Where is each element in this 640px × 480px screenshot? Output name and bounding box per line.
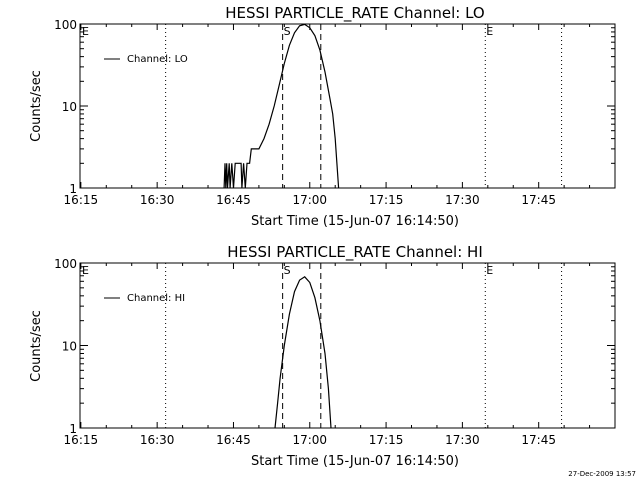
hi-plot-frame bbox=[79, 262, 616, 429]
lo-x-tick-label: 17:30 bbox=[445, 193, 480, 207]
hi-y-tick-label: 1 bbox=[69, 422, 77, 436]
lo-corner-marker: E bbox=[82, 25, 89, 38]
lo-x-tick-label: 17:45 bbox=[521, 193, 556, 207]
hi-series bbox=[274, 276, 332, 429]
hi-x-tick-label: 17:30 bbox=[445, 433, 480, 447]
lo-x-axis-label: Start Time (15-Jun-07 16:14:50) bbox=[251, 214, 459, 229]
hi-x-tick-label: 17:15 bbox=[369, 433, 404, 447]
lo-chart-title: HESSI PARTICLE_RATE Channel: LO bbox=[225, 4, 484, 23]
hi-event-marker: S bbox=[284, 264, 291, 277]
lo-x-tick-label: 17:00 bbox=[292, 193, 327, 207]
hi-x-tick-label: 17:00 bbox=[292, 433, 327, 447]
lo-event-marker: S bbox=[284, 25, 291, 38]
lo-y-axis-label: Counts/sec bbox=[29, 70, 44, 142]
hi-chart-title: HESSI PARTICLE_RATE Channel: HI bbox=[227, 243, 483, 262]
hi-legend-label: Channel: HI bbox=[127, 293, 185, 304]
lo-series-line bbox=[223, 23, 340, 189]
hi-y-axis-label: Counts/sec bbox=[29, 310, 44, 382]
lo-x-tick-label: 17:15 bbox=[369, 193, 404, 207]
lo-panel: HESSI PARTICLE_RATE Channel: LO 16:15 16:… bbox=[29, 4, 616, 229]
plot-timestamp: 27-Dec-2009 13:57 bbox=[568, 470, 636, 478]
lo-series bbox=[223, 23, 340, 189]
lo-legend-label: Channel: LO bbox=[127, 54, 188, 65]
hi-axes: 16:15 16:30 16:45 17:00 17:15 17:30 17:45 1 10 10… bbox=[54, 257, 615, 447]
hi-y-tick-label: 10 bbox=[62, 340, 77, 354]
hi-x-axis-label: Start Time (15-Jun-07 16:14:50) bbox=[251, 454, 459, 469]
lo-axes: 16:15 16:30 16:45 17:00 17:15 17:30 17:45 1 10 10… bbox=[54, 18, 615, 207]
hi-event-marker: E bbox=[486, 264, 493, 277]
lo-y-tick-label: 1 bbox=[69, 182, 77, 196]
lo-plot-frame bbox=[79, 23, 616, 189]
hi-corner-marker: E bbox=[82, 264, 89, 277]
lo-x-tick-label: 16:45 bbox=[216, 193, 251, 207]
hi-series-line bbox=[274, 276, 332, 429]
hi-x-tick-label: 16:30 bbox=[140, 433, 175, 447]
lo-y-tick-label: 100 bbox=[54, 18, 77, 32]
hi-y-tick-label: 100 bbox=[54, 257, 77, 271]
lo-event-marker: E bbox=[486, 25, 493, 38]
hi-x-tick-label: 16:45 bbox=[216, 433, 251, 447]
hi-panel: HESSI PARTICLE_RATE Channel: HI 16:15 16:… bbox=[29, 243, 616, 469]
lo-x-tick-label: 16:15 bbox=[64, 193, 99, 207]
lo-y-tick-label: 10 bbox=[62, 100, 77, 114]
hi-x-tick-label: 16:15 bbox=[64, 433, 99, 447]
hi-x-tick-label: 17:45 bbox=[521, 433, 556, 447]
lo-x-tick-label: 16:30 bbox=[140, 193, 175, 207]
